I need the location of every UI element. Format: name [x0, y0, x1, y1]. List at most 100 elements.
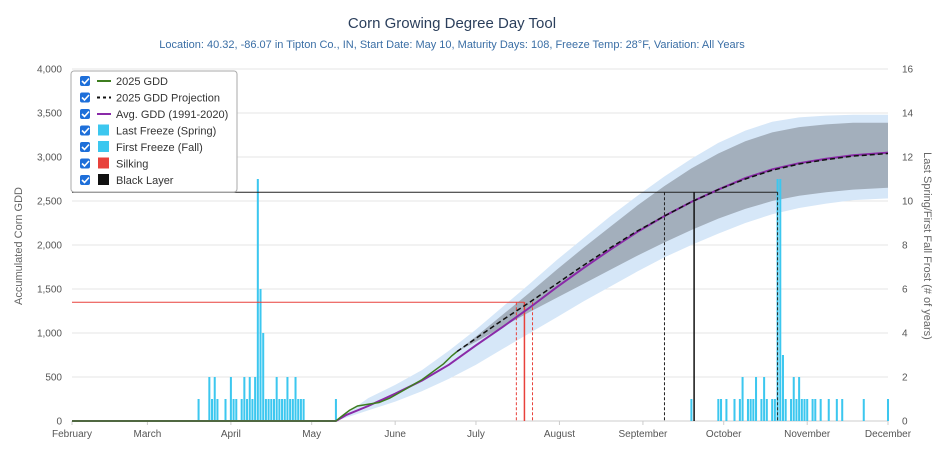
- check-mark-icon: [81, 110, 90, 118]
- y2-tick-label: 14: [902, 109, 914, 120]
- spring-freeze-bar: [243, 377, 246, 421]
- y2-tick-label: 4: [902, 329, 908, 340]
- spring-freeze-bar: [299, 399, 302, 421]
- y-tick-label: 0: [56, 417, 62, 428]
- spring-freeze-bar: [334, 399, 337, 421]
- spring-freeze-bar: [240, 399, 243, 421]
- legend-label: Black Layer: [116, 175, 174, 187]
- spring-freeze-bar: [262, 333, 265, 421]
- fall-freeze-bar: [746, 399, 749, 421]
- y-axis-label: Accumulated Corn GDD: [13, 187, 25, 305]
- x-tick-label: October: [706, 429, 742, 440]
- x-tick-label: July: [467, 429, 485, 440]
- fall-freeze-bar: [752, 399, 755, 421]
- spring-freeze-bar: [232, 399, 235, 421]
- fall-freeze-bar: [738, 399, 741, 421]
- y2-tick-label: 6: [902, 285, 908, 296]
- legend-item[interactable]: 2025 GDD: [80, 76, 168, 88]
- fall-freeze-bar: [784, 399, 787, 421]
- spring-freeze-bar: [224, 399, 227, 421]
- fall-freeze-bar: [790, 399, 793, 421]
- spring-freeze-bar: [213, 377, 216, 421]
- checkbox-icon: [80, 142, 90, 152]
- x-tick-label: June: [384, 429, 406, 440]
- legend-swatch: [98, 157, 109, 169]
- spring-freeze-bar: [251, 399, 254, 421]
- checkbox-icon: [80, 158, 90, 169]
- x-tick-label: August: [544, 429, 575, 440]
- y-tick-label: 1,500: [37, 285, 62, 296]
- spring-freeze-bar: [289, 399, 292, 421]
- y2-tick-label: 0: [902, 417, 908, 428]
- spring-freeze-bar: [278, 399, 281, 421]
- y2-tick-label: 12: [902, 153, 914, 164]
- legend-swatch: [98, 174, 109, 185]
- spring-freeze-bar: [211, 399, 214, 421]
- spring-freeze-bar: [256, 179, 259, 421]
- y2-tick-label: 2: [902, 373, 908, 384]
- spring-freeze-bar: [246, 399, 249, 421]
- spring-freeze-bar: [302, 399, 305, 421]
- spring-freeze-bar: [259, 289, 262, 421]
- y2-axis-label: Last Spring/First Fall Frost (# of years…: [921, 152, 932, 340]
- fall-freeze-bar: [733, 399, 736, 421]
- spring-freeze-bar: [254, 377, 257, 421]
- legend: 2025 GDD 2025 GDD Projection Avg. GDD (199…: [70, 70, 238, 193]
- spring-freeze-bar: [272, 399, 275, 421]
- fall-freeze-bar: [755, 377, 758, 421]
- y2-tick-label: 8: [902, 241, 908, 252]
- fall-freeze-bar: [725, 399, 728, 421]
- legend-item[interactable]: Last Freeze (Spring): [80, 124, 216, 138]
- fall-freeze-bar: [803, 399, 806, 421]
- check-mark-icon: [81, 160, 90, 168]
- spring-freeze-bar: [208, 377, 211, 421]
- x-tick-label: February: [52, 429, 92, 440]
- spring-freeze-bar: [264, 399, 267, 421]
- y-tick-label: 2,000: [37, 241, 62, 252]
- fall-freeze-bar: [771, 399, 774, 421]
- legend-item[interactable]: Silking: [80, 157, 148, 171]
- fall-freeze-bar: [827, 399, 830, 421]
- fall-freeze-bar: [765, 399, 768, 421]
- fall-freeze-bar: [741, 377, 744, 421]
- fall-freeze-bar: [792, 377, 795, 421]
- legend-label: Silking: [116, 159, 148, 171]
- legend-item[interactable]: 2025 GDD Projection: [80, 92, 220, 105]
- y-tick-label: 500: [45, 373, 62, 384]
- legend-item[interactable]: First Freeze (Fall): [80, 141, 203, 154]
- fall-freeze-bar: [841, 399, 844, 421]
- chart-subtitle: Location: 40.32, -86.07 in Tipton Co., I…: [159, 39, 745, 51]
- y2-tick-label: 16: [902, 65, 914, 76]
- y2-tick-label: 10: [902, 197, 914, 208]
- legend-label: 2025 GDD: [116, 76, 168, 88]
- spring-freeze-bar: [229, 377, 232, 421]
- fall-freeze-bar: [835, 399, 838, 421]
- check-mark-icon: [81, 176, 90, 184]
- x-tick-label: May: [302, 429, 321, 440]
- fall-freeze-bar: [720, 399, 723, 421]
- check-mark-icon: [81, 77, 90, 85]
- fall-freeze-bar: [717, 399, 720, 421]
- legend-label: Avg. GDD (1991-2020): [116, 109, 228, 121]
- spring-freeze-bar: [267, 399, 270, 421]
- fall-freeze-bar: [795, 399, 798, 421]
- fall-freeze-bar: [763, 377, 766, 421]
- chart-title: Corn Growing Degree Day Tool: [348, 15, 556, 32]
- legend-item[interactable]: Avg. GDD (1991-2020): [80, 109, 228, 121]
- fall-freeze-bar: [781, 355, 784, 421]
- fall-freeze-bar: [814, 399, 817, 421]
- checkbox-icon: [80, 125, 90, 136]
- legend-label: Last Freeze (Spring): [116, 126, 216, 138]
- gdd-projection-line: [456, 152, 889, 353]
- fall-freeze-bar: [806, 399, 809, 421]
- legend-item[interactable]: Black Layer: [80, 174, 174, 187]
- checkbox-icon: [80, 175, 90, 185]
- check-mark-icon: [81, 143, 90, 151]
- check-mark-icon: [81, 94, 90, 102]
- x-tick-label: September: [618, 429, 668, 440]
- fall-freeze-bar: [690, 399, 693, 421]
- spring-freeze-bar: [197, 399, 200, 421]
- fall-freeze-bar: [862, 399, 865, 421]
- x-tick-label: March: [134, 429, 162, 440]
